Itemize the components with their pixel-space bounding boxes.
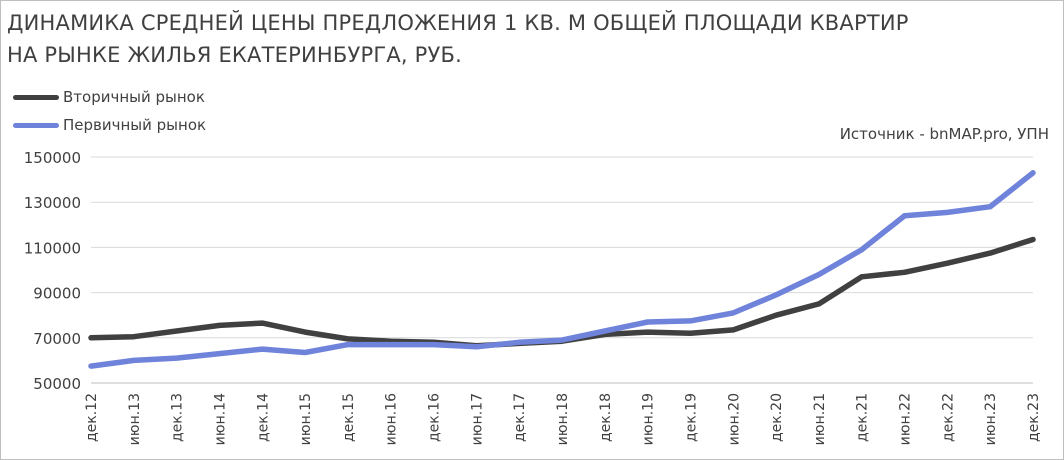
data-point-secondary — [987, 250, 993, 256]
x-tick-label: дек.15 — [341, 393, 357, 442]
data-point-secondary — [259, 320, 265, 326]
data-point-primary — [987, 204, 993, 210]
chart-title-line-2: НА РЫНКЕ ЖИЛЬЯ ЕКАТЕРИНБУРГА, РУБ. — [7, 43, 462, 67]
chart-title: ДИНАМИКА СРЕДНЕЙ ЦЕНЫ ПРЕДЛОЖЕНИЯ 1 КВ. … — [7, 7, 909, 71]
x-tick-label: июн.13 — [127, 393, 143, 445]
data-point-primary — [730, 310, 736, 316]
x-tick-label: дек.22 — [940, 393, 956, 442]
data-point-primary — [944, 209, 950, 215]
x-tick-label: июн.16 — [384, 393, 400, 445]
legend-item-primary: Первичный рынок — [13, 111, 206, 139]
data-point-primary — [217, 351, 222, 357]
y-tick-label: 130000 — [24, 194, 81, 212]
legend-swatch-secondary — [13, 94, 59, 100]
x-tick-label: дек.21 — [855, 393, 871, 442]
data-point-secondary — [345, 336, 351, 342]
x-tick-label: июн.15 — [298, 393, 314, 445]
data-point-secondary — [859, 274, 865, 280]
data-point-primary — [431, 342, 436, 348]
data-point-secondary — [688, 330, 693, 336]
chart-source-note: Источник - bnMAP.pro, УПН — [839, 125, 1049, 143]
data-point-primary — [516, 339, 522, 345]
data-point-secondary — [816, 301, 822, 307]
data-point-secondary — [217, 322, 222, 328]
legend-label-secondary: Вторичный рынок — [63, 88, 205, 106]
data-point-secondary — [131, 334, 137, 340]
y-tick-label: 90000 — [33, 285, 81, 303]
x-tick-label: июн.14 — [212, 393, 228, 445]
x-tick-label: июн.21 — [812, 393, 828, 445]
y-tick-label: 70000 — [33, 330, 81, 348]
x-tick-label: дек.13 — [170, 393, 186, 442]
data-point-primary — [259, 346, 265, 352]
chart-legend: Вторичный рынок Первичный рынок — [13, 83, 206, 139]
x-tick-label: июн.17 — [469, 393, 485, 445]
data-point-primary — [859, 247, 865, 253]
legend-item-secondary: Вторичный рынок — [13, 83, 206, 111]
data-point-primary — [645, 319, 651, 325]
data-point-primary — [816, 272, 822, 277]
data-point-secondary — [88, 335, 94, 341]
data-point-primary — [302, 350, 308, 355]
data-point-primary — [174, 355, 180, 361]
data-point-primary — [131, 357, 137, 363]
data-point-primary — [388, 342, 394, 348]
data-point-primary — [88, 363, 94, 369]
data-point-secondary — [645, 329, 651, 335]
data-point-secondary — [1030, 237, 1036, 242]
data-point-primary — [902, 213, 907, 219]
data-point-secondary — [944, 260, 950, 266]
data-point-secondary — [773, 312, 779, 318]
data-point-primary — [345, 342, 351, 348]
x-tick-label: июн.22 — [898, 393, 914, 445]
legend-swatch-primary — [13, 122, 59, 128]
x-tick-label: дек.12 — [84, 393, 100, 442]
x-tick-label: дек.14 — [255, 393, 271, 442]
legend-label-primary: Первичный рынок — [63, 116, 207, 134]
data-point-primary — [1030, 170, 1036, 176]
data-point-primary — [773, 292, 779, 298]
x-tick-label: июн.18 — [555, 393, 571, 445]
y-tick-label: 150000 — [24, 149, 81, 167]
data-point-secondary — [902, 269, 907, 275]
y-tick-label: 50000 — [33, 375, 81, 393]
data-point-primary — [688, 318, 693, 324]
x-tick-label: дек.18 — [598, 393, 614, 442]
x-tick-label: дек.16 — [427, 393, 443, 442]
y-tick-label: 110000 — [24, 239, 81, 257]
data-point-secondary — [730, 327, 736, 333]
x-tick-label: июн.19 — [641, 393, 657, 445]
x-tick-label: дек.19 — [683, 393, 699, 442]
x-tick-label: июн.20 — [726, 393, 742, 445]
data-point-primary — [602, 328, 608, 334]
x-tick-label: июн.23 — [983, 393, 999, 445]
x-tick-label: дек.20 — [769, 393, 785, 442]
chart-title-line-1: ДИНАМИКА СРЕДНЕЙ ЦЕНЫ ПРЕДЛОЖЕНИЯ 1 КВ. … — [7, 11, 909, 35]
x-tick-label: дек.17 — [512, 393, 528, 442]
data-point-secondary — [174, 328, 180, 334]
data-point-secondary — [302, 329, 308, 335]
data-point-primary — [559, 337, 565, 343]
data-point-primary — [473, 344, 479, 350]
x-tick-label: дек.23 — [1026, 393, 1042, 442]
